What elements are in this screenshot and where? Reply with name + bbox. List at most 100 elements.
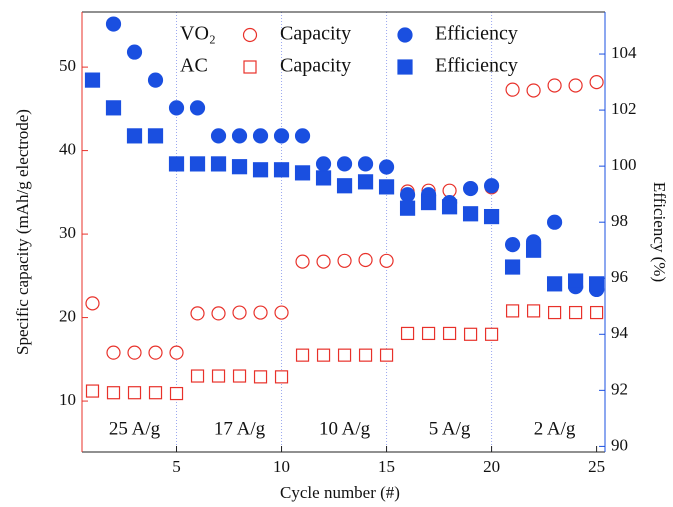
x-tick-label: 25 (588, 457, 605, 476)
point (589, 75, 604, 90)
point (568, 78, 583, 93)
point (294, 128, 311, 144)
legend-group: VO₂ (180, 23, 216, 45)
point (252, 128, 269, 144)
point (504, 237, 521, 253)
y-tick-label: 20 (59, 306, 76, 325)
y2-tick-label: 96 (611, 267, 628, 286)
point (547, 78, 562, 93)
y2-tick-label: 102 (611, 99, 637, 118)
annotation: 10 A/g (319, 418, 371, 439)
annotation: 25 A/g (109, 418, 161, 439)
point (316, 348, 331, 362)
point (337, 348, 352, 362)
point (231, 159, 248, 175)
point (588, 276, 605, 292)
y-tick-label: 30 (59, 223, 76, 242)
point (126, 128, 143, 144)
y2-axis-title: Efficiency (%) (650, 182, 669, 282)
x-tick-label: 5 (172, 457, 181, 476)
point (546, 276, 563, 292)
y2-tick-label: 90 (611, 435, 628, 454)
point (127, 386, 142, 400)
point (526, 83, 541, 98)
point (379, 348, 394, 362)
point (462, 180, 479, 197)
y-tick-label: 40 (59, 140, 76, 159)
point (484, 327, 499, 341)
y-tick-label: 10 (59, 390, 76, 409)
point (147, 128, 164, 144)
y2-tick-label: 92 (611, 379, 628, 398)
point (504, 259, 521, 275)
point (420, 194, 437, 211)
legend-label: Efficiency (435, 55, 518, 77)
y2-tick-label: 100 (611, 155, 637, 174)
point (295, 348, 310, 362)
legend-marker (397, 59, 413, 75)
point (127, 345, 142, 360)
point (189, 156, 206, 172)
point (210, 128, 227, 144)
point (105, 16, 122, 32)
point (442, 326, 457, 341)
point (336, 156, 353, 172)
point (253, 305, 268, 320)
point (147, 72, 164, 88)
legend-label: Capacity (280, 55, 351, 77)
point (525, 242, 542, 258)
legend-marker (397, 27, 413, 43)
point (273, 162, 290, 178)
point (126, 44, 143, 60)
legend-marker (242, 27, 258, 43)
point (547, 305, 562, 320)
y-axis-title: Specific capacity (mAh/g electrode) (13, 109, 32, 355)
point (232, 305, 247, 320)
point (483, 178, 500, 194)
point (546, 214, 563, 230)
point (336, 178, 353, 194)
point (189, 100, 206, 116)
x-tick-label: 15 (378, 457, 395, 476)
point (337, 253, 352, 268)
point (253, 370, 268, 384)
point (148, 386, 163, 400)
annotation: 17 A/g (214, 418, 266, 439)
y2-tick-label: 94 (611, 323, 629, 342)
point (568, 305, 583, 320)
point (148, 345, 163, 360)
point (106, 386, 121, 400)
point (85, 296, 100, 311)
point (169, 345, 184, 360)
y-tick-label: 50 (59, 56, 76, 75)
point (168, 156, 185, 172)
annotation: 2 A/g (534, 418, 576, 439)
point (252, 162, 269, 178)
point (273, 128, 290, 144)
point (84, 72, 101, 88)
point (232, 369, 247, 383)
point (357, 156, 374, 172)
point (274, 305, 289, 320)
point (169, 386, 184, 401)
point (106, 345, 121, 360)
point (399, 187, 416, 203)
point (441, 199, 458, 215)
point (295, 254, 310, 269)
point (462, 206, 479, 222)
point (357, 174, 374, 190)
point (274, 370, 289, 384)
point (399, 200, 416, 216)
x-tick-label: 10 (273, 457, 290, 476)
point (400, 326, 415, 341)
x-axis-title: Cycle number (#) (280, 483, 400, 502)
point (379, 253, 394, 268)
point (231, 128, 248, 144)
point (190, 369, 205, 383)
point (315, 156, 332, 172)
point (358, 252, 373, 268)
point (105, 100, 122, 116)
point (526, 304, 541, 318)
legend-group: AC (180, 55, 208, 77)
